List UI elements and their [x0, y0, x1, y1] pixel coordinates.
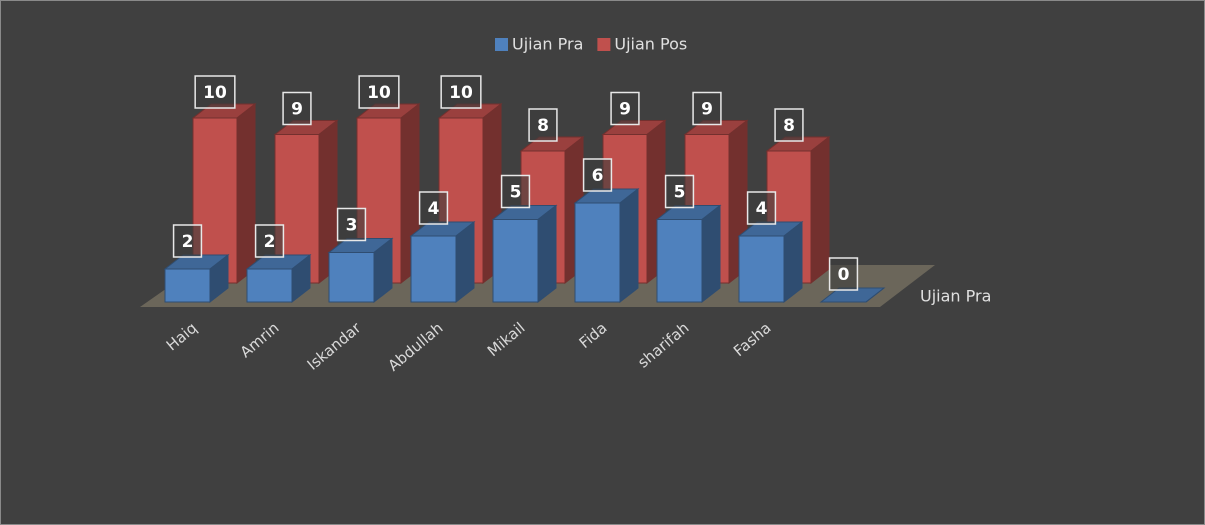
- value-label: 3: [346, 216, 358, 236]
- bar: [191, 102, 257, 285]
- bar-front: [574, 202, 621, 303]
- bar-side: [619, 187, 639, 304]
- value-label: 0: [838, 265, 850, 285]
- bar-side: [373, 237, 393, 304]
- value-label-box: [418, 191, 449, 225]
- value-label: 5: [510, 183, 522, 203]
- value-label-box: [610, 91, 640, 126]
- bar-front: [738, 235, 785, 303]
- value-label-box: [440, 75, 482, 109]
- value-label: 9: [291, 100, 303, 120]
- value-label: 5: [674, 183, 686, 203]
- bar: [737, 220, 804, 304]
- value-label: 9: [619, 100, 631, 120]
- bar-front: [656, 219, 703, 303]
- value-label: 6: [592, 166, 604, 186]
- value-label-box: [528, 108, 558, 142]
- bar: [327, 237, 394, 304]
- value-label: 10: [203, 83, 227, 103]
- value-label: 8: [783, 116, 795, 136]
- value-label: 10: [449, 83, 473, 103]
- bar-front: [246, 268, 293, 303]
- bar-side: [783, 220, 803, 304]
- bar-side: [537, 204, 557, 304]
- bar-front: [164, 268, 211, 303]
- bar: [491, 204, 558, 304]
- value-label: 2: [182, 232, 194, 252]
- value-label-box: [358, 75, 400, 109]
- value-label-box: [500, 174, 531, 209]
- bar-side: [865, 287, 885, 303]
- value-label: 10: [367, 83, 391, 103]
- value-label-box: [582, 158, 613, 192]
- value-label-box: [828, 257, 859, 291]
- value-label-box: [282, 91, 312, 126]
- depth-axis-label: Ujian Pra: [920, 287, 991, 306]
- bar-side: [455, 220, 475, 304]
- value-label: 9: [701, 100, 713, 120]
- value-label-box: [774, 108, 804, 142]
- legend-swatch: [495, 38, 508, 51]
- bar-side: [810, 135, 830, 285]
- bar-front: [328, 252, 375, 303]
- bar-side: [236, 102, 256, 285]
- legend-label: Ujian Pos: [614, 35, 687, 54]
- value-label: 4: [428, 199, 440, 219]
- legend-label: Ujian Pra: [512, 35, 583, 54]
- value-label: 4: [756, 199, 768, 219]
- value-label-box: [254, 224, 285, 258]
- bar: [163, 253, 230, 304]
- value-label-box: [172, 224, 203, 258]
- bar: [245, 253, 312, 304]
- bar-side: [209, 253, 229, 304]
- value-label: 8: [537, 116, 549, 136]
- bar-side: [291, 253, 311, 304]
- bar-front: [492, 219, 539, 303]
- bar: [573, 187, 640, 304]
- value-label-box: [664, 174, 695, 209]
- value-label-box: [692, 91, 722, 126]
- bar: [819, 287, 886, 303]
- bar-front: [410, 235, 457, 303]
- bar-side: [701, 204, 721, 304]
- value-label-box: [194, 75, 236, 109]
- bar: [409, 220, 476, 304]
- value-label: 2: [264, 232, 276, 252]
- value-label-box: [336, 207, 367, 242]
- value-label-box: [746, 191, 777, 225]
- bar: [655, 204, 722, 304]
- legend-swatch: [597, 38, 611, 51]
